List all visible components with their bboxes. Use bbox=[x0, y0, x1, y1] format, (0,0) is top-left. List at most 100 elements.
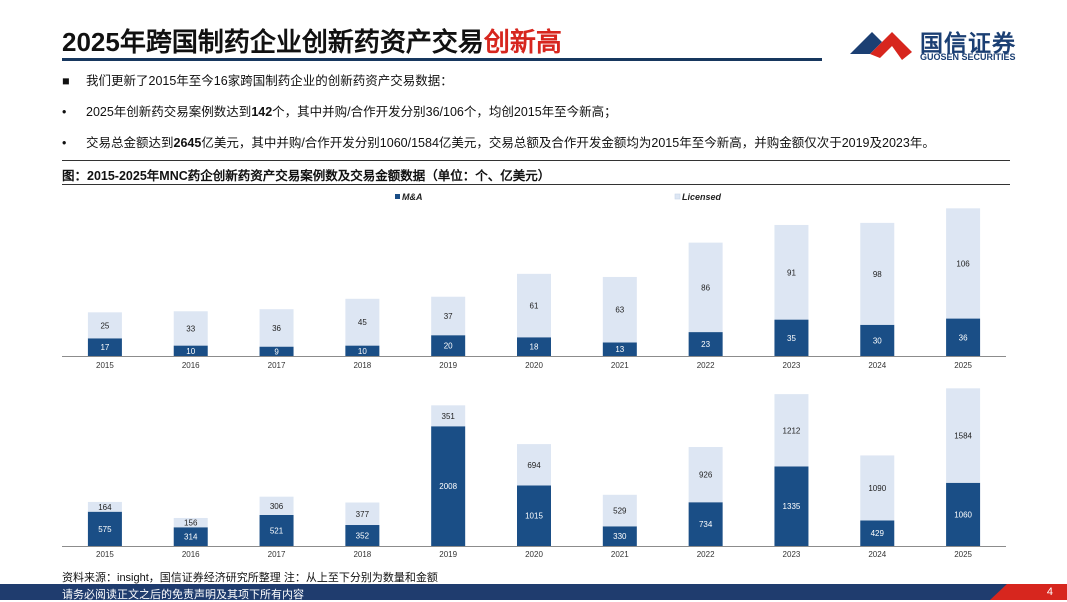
bar-licensed bbox=[774, 224, 809, 320]
x-tick-label: 2025 bbox=[954, 361, 972, 370]
data-label-licensed: 351 bbox=[442, 412, 456, 421]
x-tick-label: 2020 bbox=[525, 361, 543, 370]
data-label-ma: 9 bbox=[274, 347, 279, 356]
bar-licensed bbox=[87, 501, 122, 512]
data-label-licensed: 45 bbox=[358, 318, 367, 327]
x-tick-label: 2022 bbox=[697, 550, 715, 559]
data-label-licensed: 377 bbox=[356, 510, 370, 519]
bar-ma bbox=[87, 511, 122, 546]
bar-licensed bbox=[602, 494, 637, 527]
x-tick-label: 2015 bbox=[96, 550, 114, 559]
bar-ma bbox=[602, 342, 637, 356]
bar-ma bbox=[774, 466, 809, 546]
bar-ma bbox=[517, 337, 551, 356]
data-label-ma: 2008 bbox=[439, 482, 457, 491]
footer-accent bbox=[990, 584, 1067, 600]
bar-ma bbox=[774, 319, 809, 356]
data-label-licensed: 106 bbox=[956, 259, 970, 268]
bar-licensed bbox=[431, 296, 466, 336]
data-label-ma: 429 bbox=[871, 529, 885, 538]
bullet-text: 亿美元，其中并购/合作开发分别1060/1584亿美元，交易总额及合作开发金额均… bbox=[201, 136, 935, 150]
bar-ma bbox=[688, 502, 723, 546]
data-label-licensed: 25 bbox=[100, 321, 109, 330]
data-label-licensed: 529 bbox=[613, 507, 627, 516]
bar-ma bbox=[946, 482, 981, 546]
x-tick-label: 2018 bbox=[353, 550, 371, 559]
x-tick-label: 2017 bbox=[268, 550, 286, 559]
figure-rule bbox=[62, 184, 1010, 185]
guosen-logo: 国信证券 GUOSEN SECURITIES bbox=[848, 24, 1018, 64]
legend-swatch bbox=[674, 193, 681, 200]
data-label-ma: 36 bbox=[959, 333, 968, 342]
data-label-licensed: 306 bbox=[270, 502, 284, 511]
data-label-ma: 521 bbox=[270, 526, 284, 535]
bar-licensed bbox=[173, 517, 208, 528]
data-label-ma: 1060 bbox=[954, 510, 972, 519]
data-label-licensed: 33 bbox=[186, 324, 195, 333]
figure-rule bbox=[62, 160, 1010, 161]
x-tick-label: 2016 bbox=[182, 550, 200, 559]
legend-label: Licensed bbox=[682, 192, 722, 202]
data-label-licensed: 1090 bbox=[868, 484, 886, 493]
data-label-ma: 734 bbox=[699, 520, 713, 529]
bar-licensed bbox=[774, 394, 809, 467]
data-label-licensed: 98 bbox=[873, 270, 882, 279]
bar-licensed bbox=[517, 444, 551, 486]
data-label-ma: 1335 bbox=[783, 502, 801, 511]
x-tick-label: 2021 bbox=[611, 550, 629, 559]
x-tick-label: 2025 bbox=[954, 550, 972, 559]
bar-ma bbox=[946, 318, 981, 356]
logo-mark-icon bbox=[850, 32, 912, 60]
x-tick-label: 2021 bbox=[611, 361, 629, 370]
data-label-ma: 20 bbox=[444, 342, 453, 351]
bar-licensed bbox=[860, 455, 895, 521]
data-label-ma: 18 bbox=[530, 343, 539, 352]
bullet-marker: ■ bbox=[62, 74, 70, 88]
logo-en-text: GUOSEN SECURITIES bbox=[920, 52, 1016, 62]
bullet-item: ■ 我们更新了2015年至今16家跨国制药企业的创新药资产交易数据： bbox=[62, 70, 453, 89]
bar-ma bbox=[431, 426, 466, 546]
x-tick-label: 2023 bbox=[783, 361, 801, 370]
page-number: 4 bbox=[1046, 586, 1053, 598]
title-underline bbox=[62, 58, 822, 61]
data-label-licensed: 164 bbox=[98, 503, 112, 512]
data-label-licensed: 694 bbox=[527, 461, 541, 470]
data-label-licensed: 156 bbox=[184, 519, 198, 528]
bar-ma bbox=[173, 527, 208, 546]
bar-licensed bbox=[688, 242, 723, 333]
x-tick-label: 2022 bbox=[697, 361, 715, 370]
bar-licensed bbox=[259, 496, 294, 515]
bar-licensed bbox=[431, 405, 466, 427]
bar-ma bbox=[431, 335, 466, 356]
title-main: 2025年跨国制药企业创新药资产交易 bbox=[62, 27, 484, 57]
data-label-licensed: 63 bbox=[615, 306, 624, 315]
data-label-ma: 575 bbox=[98, 525, 112, 534]
bar-licensed bbox=[946, 388, 981, 483]
data-label-ma: 314 bbox=[184, 533, 198, 542]
bar-ma bbox=[860, 520, 895, 546]
bar-licensed bbox=[173, 311, 208, 346]
x-tick-label: 2018 bbox=[353, 361, 371, 370]
bar-licensed bbox=[345, 298, 380, 346]
bar-ma bbox=[345, 525, 380, 546]
data-label-licensed: 926 bbox=[699, 471, 713, 480]
logo-cn-text: 国信证券 bbox=[920, 30, 1016, 56]
bar-licensed bbox=[946, 208, 981, 319]
data-label-ma: 10 bbox=[358, 347, 367, 356]
bar-licensed bbox=[860, 222, 895, 325]
bar-ma bbox=[87, 338, 122, 356]
x-tick-label: 2020 bbox=[525, 550, 543, 559]
bar-licensed bbox=[602, 276, 637, 343]
bullet-item: • 交易总金额达到2645亿美元，其中并购/合作开发分别1060/1584亿美元，… bbox=[62, 132, 935, 151]
data-label-ma: 330 bbox=[613, 532, 627, 541]
bullet-text: 交易总金额达到 bbox=[86, 136, 174, 150]
footer-disclaimer: 请务必阅读正文之后的免责声明及其项下所有内容 bbox=[62, 589, 304, 601]
bar-licensed bbox=[87, 312, 122, 339]
bullet-highlight: 142 bbox=[251, 105, 273, 119]
footer-bar bbox=[0, 584, 1067, 600]
bullet-item: • 2025年创新药交易案例数达到142个，其中并购/合作开发分别36/106个，… bbox=[62, 101, 617, 120]
data-label-licensed: 1212 bbox=[783, 426, 801, 435]
bar-ma bbox=[688, 332, 723, 356]
x-tick-label: 2016 bbox=[182, 361, 200, 370]
data-label-ma: 30 bbox=[873, 336, 882, 345]
